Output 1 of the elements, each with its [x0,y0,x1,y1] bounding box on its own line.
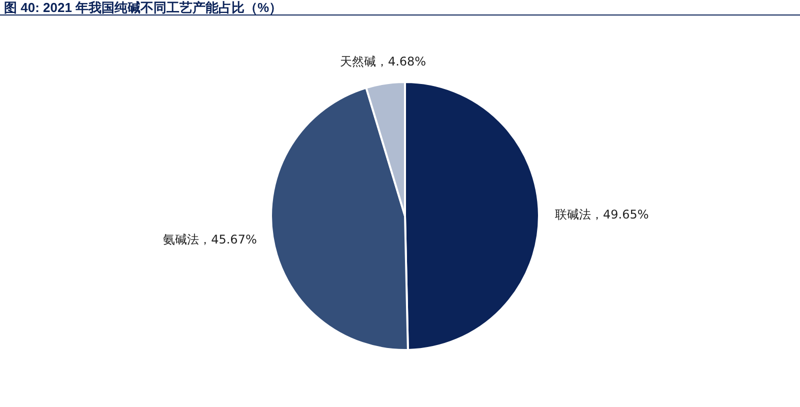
title: 图 40: 2021 年我国纯碱不同工艺产能占比（%） [4,0,282,15]
